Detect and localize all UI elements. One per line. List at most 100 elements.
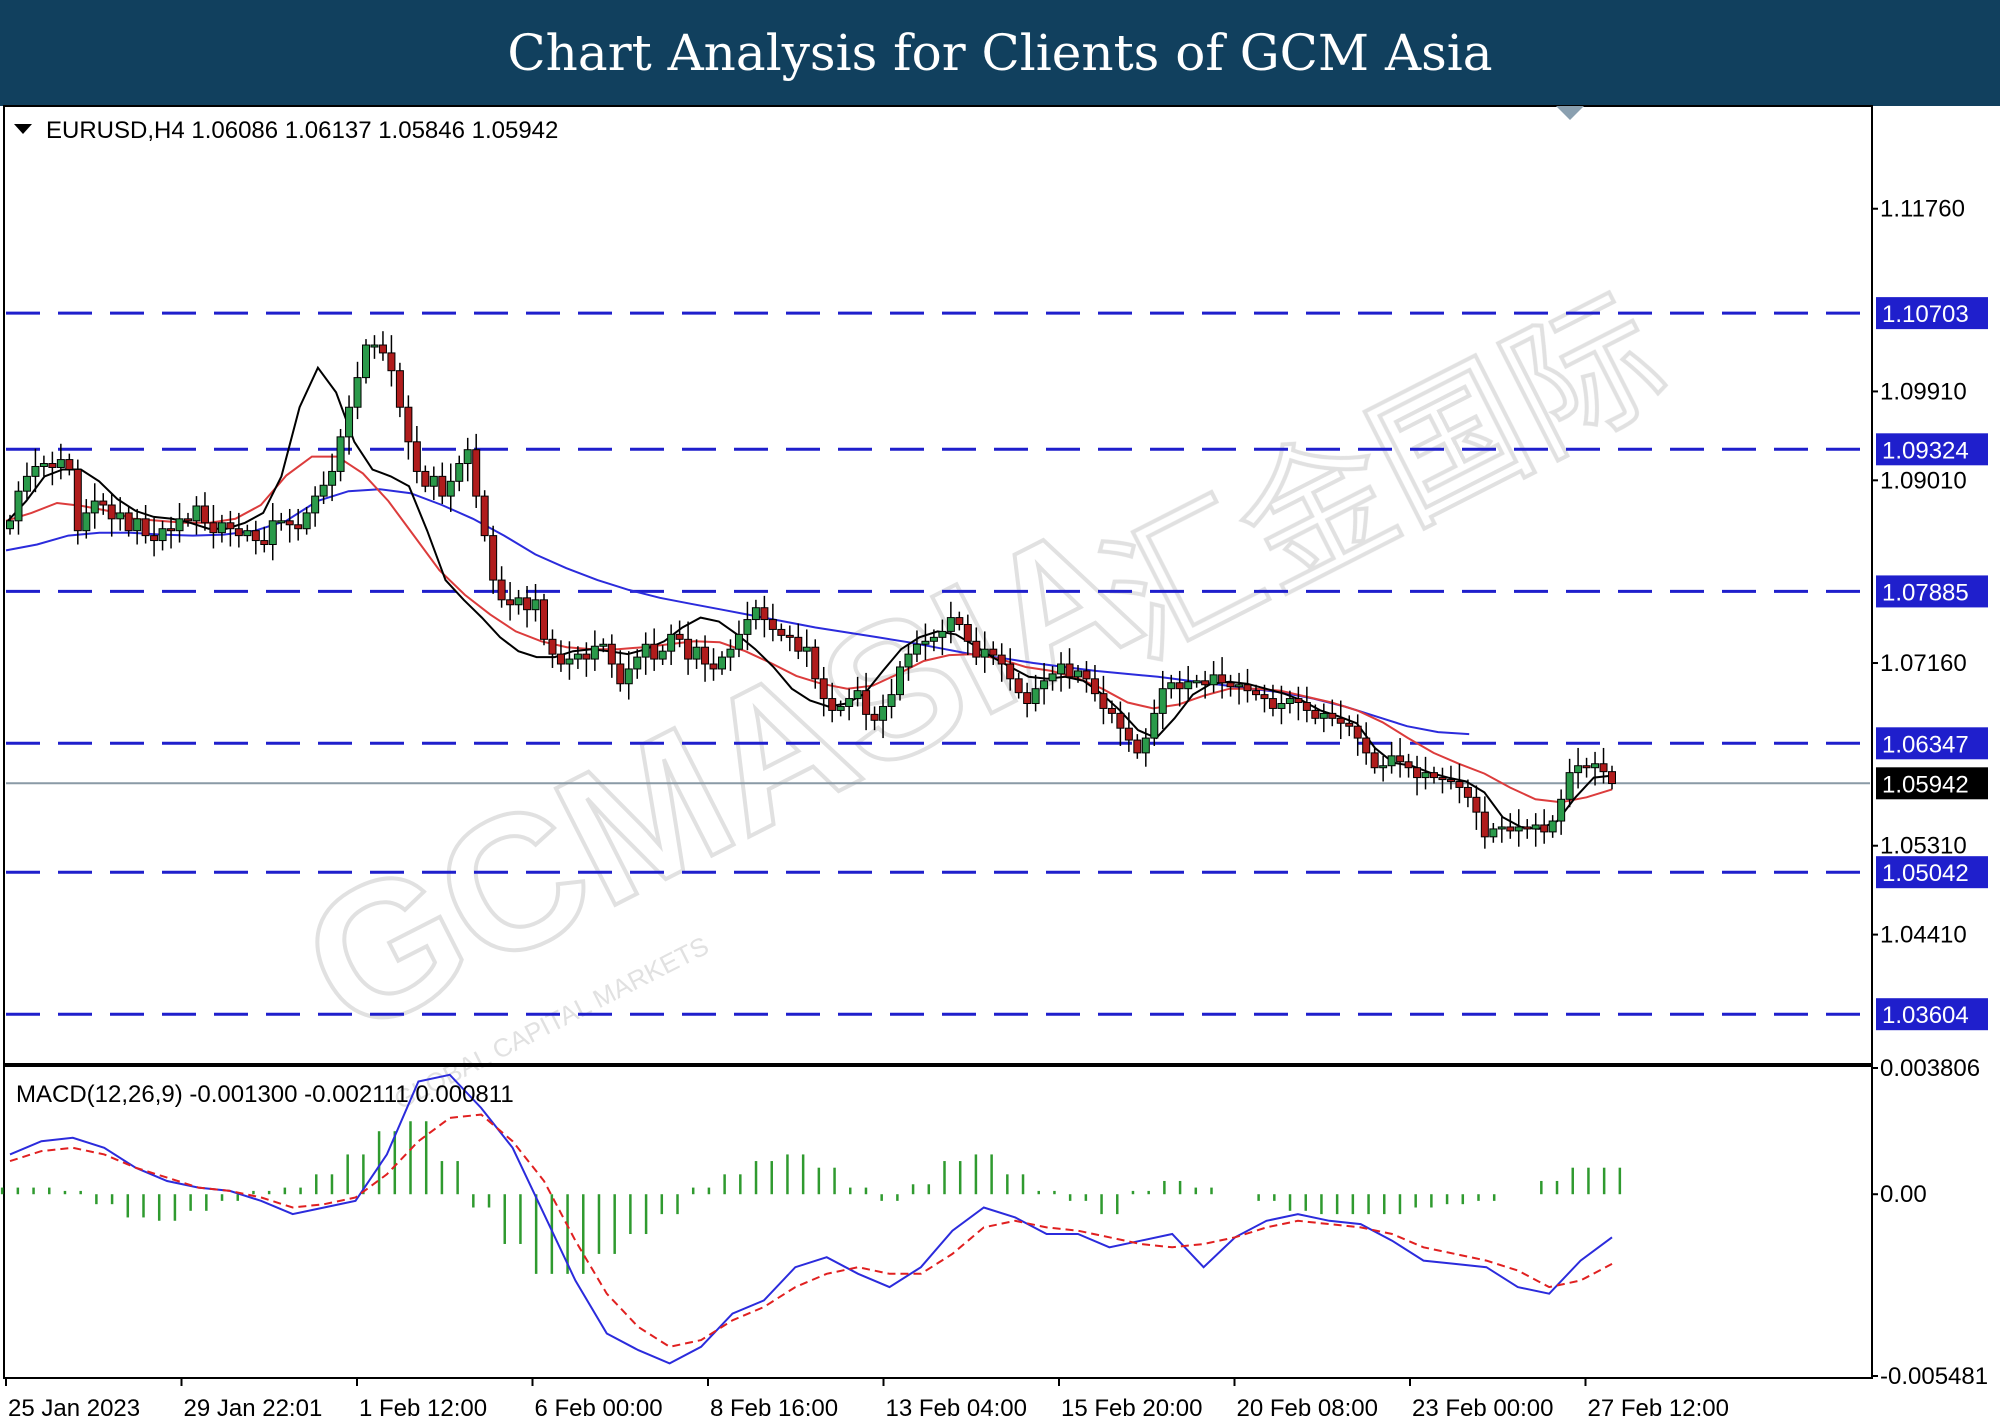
bull-candle (302, 512, 311, 530)
bear-candle (150, 535, 159, 542)
level-tag-3 (1876, 727, 1988, 760)
bear-candle (412, 441, 421, 472)
bear-candle (768, 619, 777, 630)
bear-candle (506, 599, 515, 606)
bear-candle (1107, 707, 1116, 714)
watermark-logo: GCMASIA 汇金国际 GLOBAL CAPITAL MARKETS (270, 263, 1693, 1116)
bear-candle (1506, 826, 1515, 832)
bear-candle (548, 638, 557, 655)
bear-candle (1413, 767, 1422, 779)
bull-candle (633, 656, 642, 670)
date-tick-label: 15 Feb 20:00 (1061, 1395, 1202, 1422)
bear-candle (794, 636, 803, 652)
date-tick-label: 23 Feb 00:00 (1412, 1395, 1553, 1422)
bull-candle (1141, 737, 1150, 754)
bull-candle (1192, 680, 1201, 684)
macd-signal-line (9, 1113, 1613, 1348)
symbol-dropdown-icon[interactable] (14, 124, 32, 134)
bear-candle (1116, 712, 1125, 729)
bull-candle (319, 484, 328, 497)
bear-candle (387, 352, 396, 372)
bull-candle (1057, 663, 1066, 675)
bull-candle (90, 500, 99, 514)
bull-candle (158, 528, 167, 542)
bull-candle (590, 645, 599, 660)
bear-candle (234, 528, 243, 537)
bear-candle (1599, 763, 1608, 773)
bull-candle (1531, 824, 1540, 830)
bull-candle (1074, 670, 1082, 678)
bull-candle (336, 436, 345, 472)
bull-candle (734, 633, 743, 650)
bear-candle (48, 463, 57, 468)
bull-candle (1158, 688, 1167, 714)
bull-candle (116, 512, 125, 520)
bear-candle (862, 690, 871, 715)
bull-candle (1565, 772, 1574, 800)
bull-candle (463, 449, 472, 465)
price-tick-label: 1.05310 (1880, 833, 1967, 860)
current-price-tag (1876, 767, 1988, 800)
bear-candle (1218, 674, 1227, 684)
bear-candle (1099, 693, 1108, 709)
price-tick-label: 1.04410 (1880, 922, 1967, 949)
bear-candle (1404, 761, 1413, 769)
date-tick-label: 25 Jan 2023 (8, 1395, 140, 1422)
bull-candle (1040, 680, 1049, 690)
bear-candle (1540, 824, 1549, 833)
bull-candle (573, 653, 582, 660)
bear-candle (1014, 678, 1023, 694)
bull-candle (887, 694, 896, 707)
bear-candle (963, 624, 972, 642)
bull-candle (946, 617, 955, 632)
bear-candle (1463, 786, 1472, 798)
bear-candle (1480, 811, 1489, 838)
bear-candle (497, 579, 506, 601)
bull-candle (175, 518, 184, 532)
bear-candle (523, 597, 532, 611)
macd-tick-label: -0.005481 (1880, 1363, 1988, 1390)
bear-candle (1336, 717, 1345, 724)
bear-candle (675, 633, 684, 640)
bear-candle (1065, 663, 1074, 678)
macd-tick-label: 0.003806 (1880, 1055, 1980, 1082)
bear-candle (777, 628, 786, 636)
bull-candle (1235, 684, 1244, 688)
bear-candle (1090, 678, 1099, 695)
bear-candle (556, 653, 565, 665)
bear-candle (582, 653, 591, 660)
bull-candle (743, 619, 752, 635)
level-tag-label: 1.06347 (1882, 731, 1969, 758)
bear-candle (1455, 781, 1464, 788)
bull-candle (531, 599, 540, 611)
bull-candle (1557, 798, 1566, 822)
bear-candle (1260, 694, 1269, 700)
bull-candle (6, 520, 14, 530)
bull-candle (980, 648, 989, 658)
bear-candle (1311, 709, 1320, 719)
bear-candle (616, 663, 625, 685)
bull-candle (1277, 703, 1286, 709)
level-tag-5 (1876, 998, 1988, 1031)
level-tag-4 (1876, 856, 1988, 889)
bear-candle (1006, 663, 1015, 680)
header-title: Chart Analysis for Clients of GCM Asia (507, 24, 1493, 82)
bull-candle (328, 470, 337, 486)
bull-candle (658, 650, 667, 660)
bear-candle (141, 518, 150, 537)
bear-candle (226, 522, 235, 530)
bear-candle (1396, 755, 1405, 763)
macd-panel-frame (3, 1065, 1873, 1379)
bear-candle (1523, 826, 1532, 830)
bear-candle (1438, 777, 1447, 781)
bear-candle (785, 634, 794, 638)
bull-candle (1209, 674, 1218, 686)
bear-candle (209, 522, 218, 534)
bear-candle (540, 599, 548, 640)
bull-candle (1319, 712, 1328, 719)
bear-candle (73, 468, 82, 532)
watermark-cn: 汇金国际 (1077, 265, 1691, 692)
bear-candle (828, 698, 837, 711)
bull-candle (1048, 673, 1057, 682)
bull-candle (641, 643, 650, 658)
